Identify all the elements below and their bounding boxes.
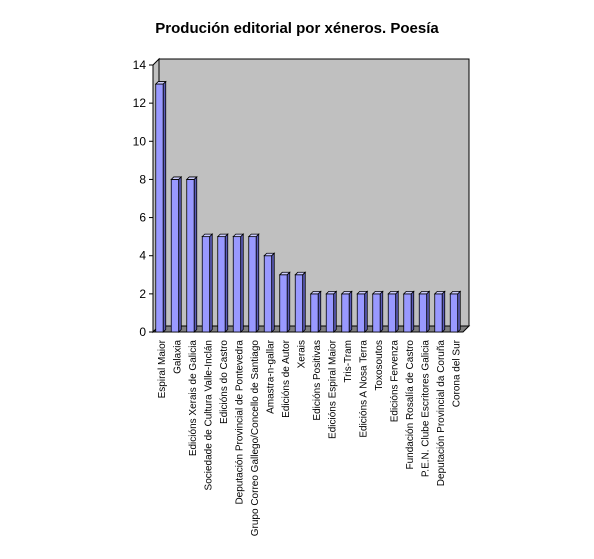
- x-tick-label: Espiral Maior: [157, 339, 168, 398]
- x-tick-label: Tris-Tram: [343, 340, 354, 383]
- x-tick-label: Deputación Provincial da Coruña: [436, 340, 447, 487]
- bar-side: [209, 233, 213, 333]
- bar: [356, 293, 366, 333]
- bar-side: [193, 175, 198, 333]
- bar-side: [364, 290, 368, 333]
- bar: [341, 293, 350, 333]
- bar: [186, 179, 195, 333]
- x-tick-label: Edicións Xerais de Galicia: [188, 340, 199, 457]
- bar: [155, 83, 164, 333]
- bar-side: [333, 290, 337, 333]
- bar: [201, 236, 211, 333]
- bar: [170, 179, 180, 333]
- bar-side: [410, 290, 415, 333]
- x-tick-label: Toxosoutos: [374, 340, 385, 391]
- bar: [279, 274, 288, 333]
- bar-side: [348, 290, 353, 333]
- x-tick-label: Edicións Positivas: [312, 340, 323, 421]
- x-tick-label: Edicións A Nosa Terra: [358, 340, 369, 438]
- bar-side: [441, 290, 446, 333]
- y-tick-label: 4: [139, 249, 146, 263]
- x-tick-label: Sociedade de Cultura Valle-Inclán: [203, 340, 214, 490]
- bar-side: [426, 290, 430, 333]
- bar: [248, 236, 257, 333]
- bar-side: [286, 271, 291, 333]
- bar-side: [379, 290, 384, 333]
- x-tick-label: P.E.N. Clube Escritores Galicia: [420, 340, 431, 478]
- y-tick-label: 2: [139, 287, 146, 301]
- bar-side: [224, 233, 229, 333]
- y-tick-label: 8: [139, 172, 146, 186]
- bar: [387, 293, 397, 333]
- bar-side: [395, 290, 399, 333]
- x-tick-label: Edicións do Castro: [219, 340, 230, 424]
- y-tick-label: 14: [133, 58, 147, 72]
- y-tick-label: 0: [139, 325, 146, 339]
- bar: [294, 274, 304, 333]
- bar-side: [271, 252, 275, 333]
- bar: [372, 293, 381, 333]
- bar: [232, 236, 242, 333]
- bar-side: [240, 233, 244, 333]
- bar: [310, 293, 319, 333]
- x-tick-label: Fundación Rosalía de Castro: [405, 340, 416, 470]
- x-tick-label: Galaxia: [172, 340, 183, 374]
- bar: [325, 293, 335, 333]
- x-tick-label: Edicións de Autor: [281, 339, 292, 417]
- bar: [217, 236, 226, 333]
- y-tick-label: 12: [133, 96, 147, 110]
- x-tick-label: Grupo Correo Gallego/Concello de Santiag…: [250, 340, 261, 537]
- y-tick-label: 10: [133, 134, 147, 148]
- bar-side: [178, 175, 182, 333]
- x-tick-label: Xerais: [296, 340, 307, 368]
- bar-side: [162, 80, 167, 333]
- x-tick-label: Edicións Espiral Maior: [327, 339, 338, 439]
- bar-side: [255, 233, 260, 333]
- x-tick-label: Edicións Fervenza: [389, 340, 400, 423]
- x-tick-label: Amastra-n-gallar: [265, 339, 276, 414]
- y-tick-label: 6: [139, 211, 146, 225]
- chart-title: Produción editorial por xéneros. Poesía: [155, 20, 439, 37]
- x-tick-label: Deputación Provincial de Pontevedra: [234, 340, 245, 505]
- bar: [434, 293, 443, 333]
- bar-side: [457, 290, 461, 333]
- bar: [449, 293, 459, 333]
- bar: [418, 293, 428, 333]
- bar-side: [302, 271, 306, 333]
- x-tick-label: Corona del Sur: [451, 339, 462, 407]
- bar: [263, 255, 273, 333]
- bar: [403, 293, 412, 333]
- bar-side: [317, 290, 322, 333]
